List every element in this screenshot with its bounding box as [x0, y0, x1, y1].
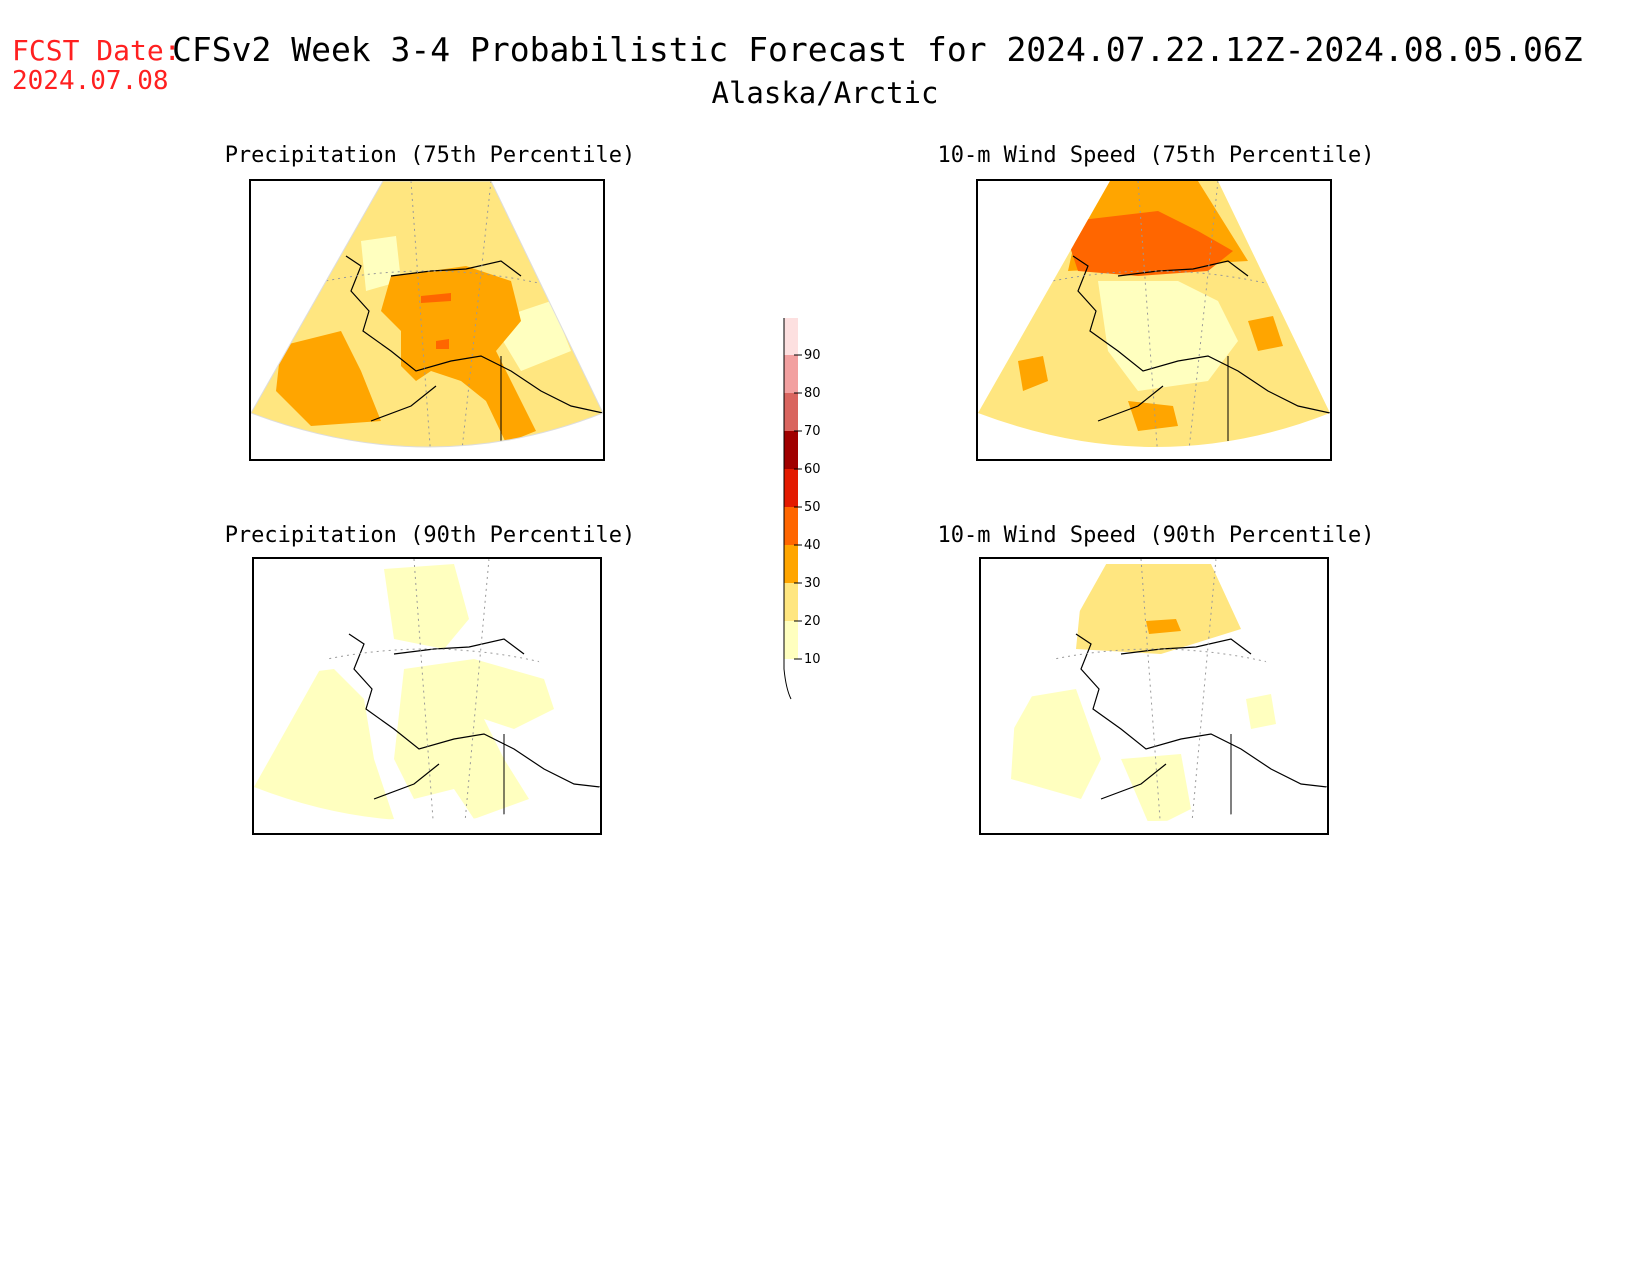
forecast-date-value: 2024.07.08: [12, 66, 169, 96]
map-panel-wind-90: [979, 557, 1329, 835]
panel-title-wind-90: 10-m Wind Speed (90th Percentile): [937, 523, 1375, 548]
wind-75-zone-30: [1248, 316, 1283, 351]
colorbar-swatch: [784, 355, 798, 393]
wind-90-zone-10: [1121, 754, 1191, 821]
colorbar-tick-label: 70: [804, 424, 821, 439]
graticule: [254, 559, 600, 821]
colorbar-swatch: [784, 393, 798, 431]
precip-75-zone-40: [421, 293, 451, 303]
wind-75-zone-40: [1068, 211, 1233, 276]
colorbar-tick-label: 30: [804, 576, 821, 591]
wind-75-zone-30: [1018, 356, 1048, 391]
map-panel-precip-75: [249, 179, 605, 461]
precip-90-zone-10: [394, 659, 554, 819]
panel-title-precip-75: Precipitation (75th Percentile): [224, 143, 636, 168]
precip-90-zone-10: [384, 564, 469, 649]
colorbar-swatch: [784, 621, 798, 659]
forecast-date-label: FCST Date:: [12, 34, 181, 67]
colorbar-swatch: [784, 469, 798, 507]
colorbar-graphic: 10 20 30 40 50 60 70 80 90: [783, 296, 821, 700]
wind-90-zone-10: [1246, 694, 1276, 729]
colorbar-swatch: [784, 507, 798, 545]
coastline: [373, 763, 440, 800]
colorbar-lower-tip: [783, 659, 792, 700]
colorbar-swatch: [784, 317, 798, 355]
colorbar-tick-label: 80: [804, 386, 821, 401]
coastline: [370, 385, 437, 422]
page-title: CFSv2 Week 3-4 Probabilistic Forecast fo…: [172, 30, 1583, 69]
wind-75-zone-30: [1128, 401, 1178, 431]
graticule: [981, 559, 1327, 821]
panel-title-precip-90: Precipitation (90th Percentile): [224, 523, 636, 548]
coastline: [1072, 255, 1330, 414]
map-panel-wind-75: [976, 179, 1332, 461]
region-subtitle: Alaska/Arctic: [711, 76, 939, 110]
precip-75-zone-30: [381, 266, 536, 443]
panel-title-wind-75: 10-m Wind Speed (75th Percentile): [937, 143, 1375, 168]
colorbar-tick-label: 90: [804, 348, 821, 363]
colorbar-tick-label: 10: [804, 652, 821, 667]
wind-90-zone-20: [1076, 564, 1241, 654]
colorbar-tick-label: 60: [804, 462, 821, 477]
wind-90-zone-30: [1146, 619, 1181, 634]
coastline: [1100, 763, 1167, 800]
colorbar-tick-label: 40: [804, 538, 821, 553]
coastline: [1075, 633, 1327, 788]
precip-75-zone-40: [436, 339, 449, 349]
precip-75-zone-30: [276, 331, 381, 426]
coastline: [345, 255, 603, 414]
colorbar-swatch: [784, 431, 798, 469]
colorbar-swatch: [784, 583, 798, 621]
coastline: [348, 633, 600, 788]
colorbar-legend: 10 20 30 40 50 60 70 80 90: [770, 296, 860, 703]
coastline: [1097, 385, 1164, 422]
colorbar-tick-label: 20: [804, 614, 821, 629]
colorbar-tick-label: 50: [804, 500, 821, 515]
wind-90-zone-10: [1011, 689, 1101, 799]
colorbar-swatch: [784, 545, 798, 583]
map-wedge-outline: [251, 181, 603, 448]
map-panel-precip-90: [252, 557, 602, 835]
